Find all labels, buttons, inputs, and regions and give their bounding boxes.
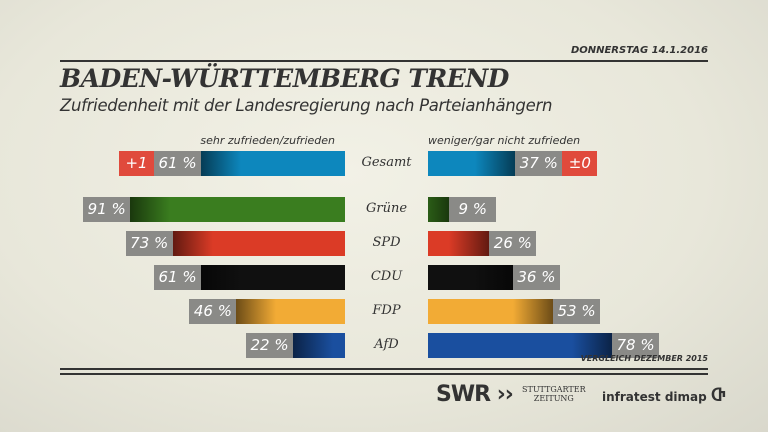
right-column-header: weniger/gar nicht zufrieden [428,134,581,147]
value-label-left: 91 % [83,197,131,222]
value-label-right: 37 % [515,151,563,176]
bar-left [201,151,345,176]
footer-rule-2 [60,373,708,375]
value-label-right: 78 % [612,333,660,358]
stuttgarter-zeitung-logo: STUTTGARTER ZEITUNG [522,385,586,403]
bar-right [428,265,513,290]
bar-left [293,333,345,358]
value-label-left: 46 % [189,299,237,324]
bar-left [201,265,345,290]
category-label: Gesamt [361,155,412,170]
infratest-dimap-logo: infratest dimap Ⴇ [602,386,726,405]
value-label-right: 36 % [512,265,560,290]
top-rule [60,60,708,62]
bar-right [428,299,554,324]
footer-rule-1 [60,368,708,370]
swr-logo: SWR ›› [436,382,514,407]
left-column-header: sehr zufrieden/zufrieden [200,134,335,147]
bar-right [428,333,613,358]
category-label: FDP [372,303,401,318]
change-right: ±0 [562,151,598,176]
value-label-right: 26 % [489,231,537,256]
category-label: Grüne [365,201,408,216]
category-label: SPD [372,235,401,250]
value-label-left: 73 % [125,231,173,256]
bar-right [428,197,450,222]
chart-subtitle: Zufriedenheit mit der Landesregierung na… [60,96,553,115]
date: DONNERSTAG 14.1.2016 [570,45,708,56]
change-left: +1 [119,151,155,176]
value-label-left: 61 % [154,151,202,176]
bar-right [428,151,516,176]
value-label-right: 9 % [449,197,497,222]
bar-left [130,197,345,222]
value-label-left: 61 % [154,265,202,290]
comparison-note: VERGLEICH DEZEMBER 2015 [580,354,708,363]
value-label-left: 22 % [246,333,294,358]
bar-right [428,231,490,256]
category-label: CDU [370,269,403,284]
value-label-right: 53 % [553,299,601,324]
bar-left [236,299,345,324]
bar-left [172,231,345,256]
category-label: AfD [374,337,399,352]
chart-title: BADEN-WÜRTTEMBERG TREND [60,64,509,93]
